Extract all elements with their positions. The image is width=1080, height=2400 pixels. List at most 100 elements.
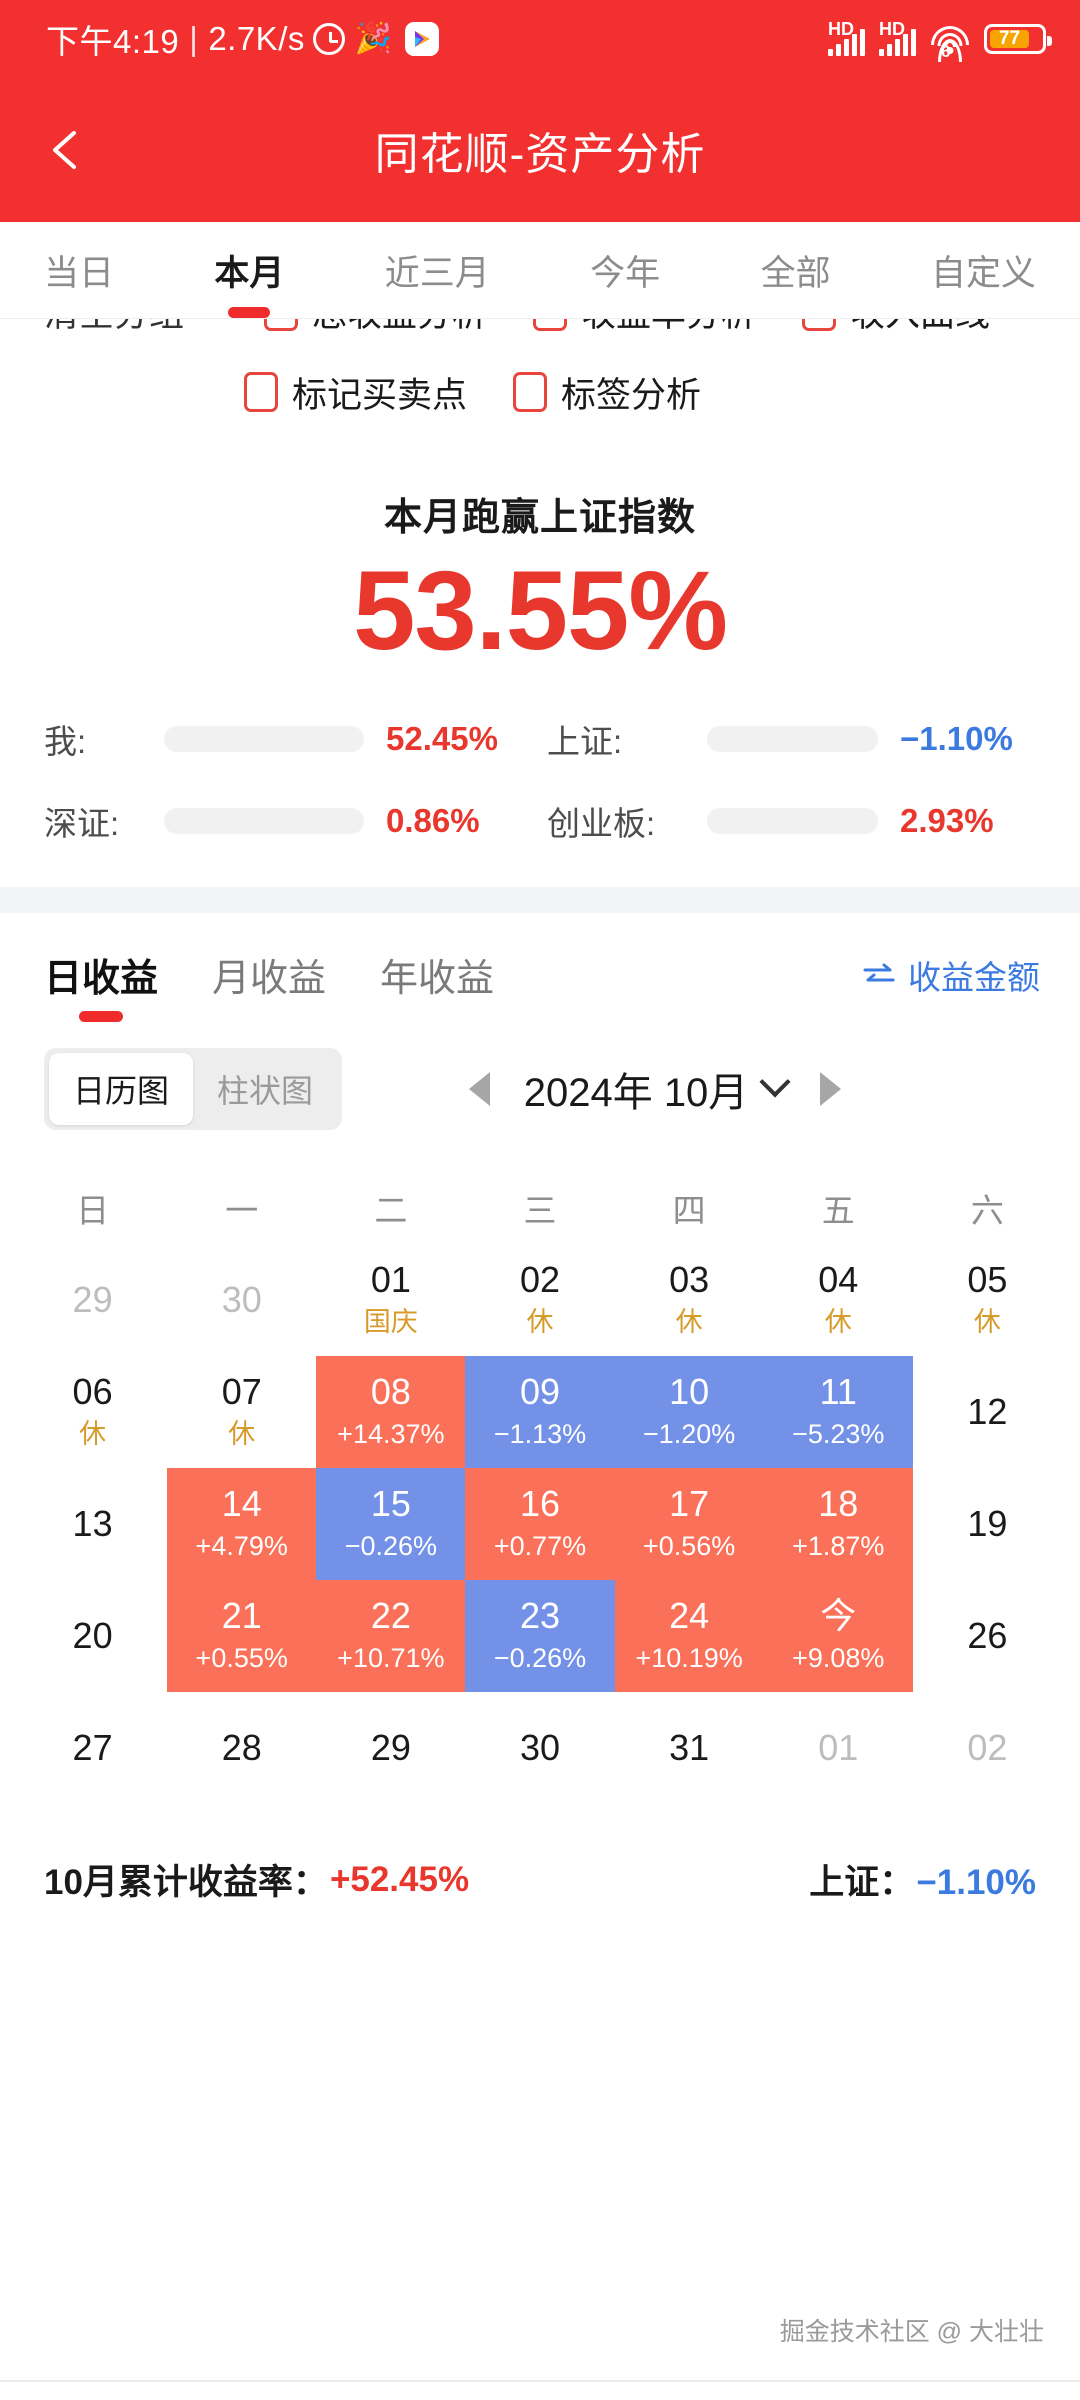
calendar-day-cell[interactable]: 12 (913, 1356, 1062, 1468)
calendar-day-number: 03 (669, 1259, 710, 1301)
tab-daily-income[interactable]: 日收益 (44, 947, 158, 1002)
filter-checkbox-total-profit[interactable]: 总收益分析 (263, 319, 487, 337)
comparison-row-sse: 上证: −1.10% (547, 715, 1050, 763)
tab-monthly-income[interactable]: 月收益 (212, 958, 327, 1000)
range-tab-3months[interactable]: 近三月 (384, 253, 490, 293)
back-button[interactable] (40, 123, 94, 177)
filter-checkbox-return-rate[interactable]: 收益率分析 (532, 319, 756, 337)
calendar-day-cell[interactable]: 04 休 (764, 1244, 913, 1356)
calendar-day-cell[interactable]: 31 (615, 1692, 764, 1804)
filter-checkbox-mark-trades[interactable]: 标记买卖点 (244, 367, 467, 418)
calendar-day-cell[interactable]: 29 (316, 1692, 465, 1804)
toggle-calendar-view[interactable]: 日历图 (49, 1053, 194, 1125)
calendar-day-cell[interactable]: 21 +0.55% (167, 1580, 317, 1692)
calendar-day-cell[interactable]: 05 休 (913, 1244, 1062, 1356)
checkbox-icon[interactable] (263, 319, 298, 331)
calendar-day-return: +0.77% (493, 1530, 587, 1561)
calendar-day-cell[interactable]: 22 +10.71% (316, 1580, 466, 1692)
calendar-day-cell[interactable]: 01 国庆 (316, 1244, 465, 1356)
calendar-day-cell[interactable]: 06 休 (18, 1356, 167, 1468)
calendar-day-return: +10.71% (337, 1642, 445, 1673)
view-toggle: 日历图 柱状图 (44, 1048, 343, 1130)
calendar-day-number: 01 (818, 1727, 859, 1769)
calendar-day-number: 27 (72, 1727, 113, 1769)
calendar-day-return: 国庆 (363, 1306, 418, 1337)
range-tab-today[interactable]: 当日 (44, 253, 115, 293)
calendar-day-cell[interactable]: 20 (18, 1580, 167, 1692)
calendar-day-cell[interactable]: 02 (913, 1692, 1062, 1804)
tab-yearly-income[interactable]: 年收益 (380, 958, 495, 1000)
status-bar-left: 下午4:19 | 2.7K/s 🎉 (46, 15, 439, 63)
calendar-day-cell[interactable]: 07 休 (167, 1356, 316, 1468)
video-app-icon (404, 22, 439, 56)
weekday-sun: 日 (76, 1192, 110, 1229)
comparison-grid: 我: 52.45% 上证: −1.10% 深证: 0.86% 创业板: (0, 691, 1080, 887)
calendar-day-cell[interactable]: 14 +4.79% (167, 1468, 317, 1580)
comparison-value: 0.86% (386, 802, 480, 839)
calendar-day-number: 24 (669, 1595, 710, 1637)
calendar-day-number: 18 (818, 1483, 859, 1525)
calendar-day-cell[interactable]: 26 (913, 1580, 1062, 1692)
calendar-day-number: 16 (519, 1483, 561, 1525)
triangle-right-icon[interactable] (820, 1072, 842, 1106)
calendar-day-cell[interactable]: 28 (167, 1692, 316, 1804)
calendar-day-return: 休 (824, 1306, 852, 1337)
hero-value: 53.55% (353, 548, 728, 673)
checkbox-icon[interactable] (244, 372, 278, 412)
calendar-day-cell[interactable]: 27 (18, 1692, 167, 1804)
page-title: 同花顺-资产分析 (374, 130, 706, 179)
calendar-day-cell[interactable]: 29 (18, 1244, 167, 1356)
range-tab-custom[interactable]: 自定义 (930, 253, 1036, 293)
calendar-day-return: 休 (675, 1306, 703, 1337)
signal-bars-icon-1: HD (828, 20, 865, 56)
triangle-left-icon[interactable] (468, 1072, 490, 1106)
calendar-day-return: +10.19% (635, 1642, 743, 1673)
checkbox-icon[interactable] (801, 319, 836, 331)
income-tab-bar: 日收益 月收益 年收益 收益金额 (0, 913, 1080, 1002)
calendar-day-number: 14 (221, 1483, 262, 1525)
calendar-day-cell[interactable]: 09 −1.13% (465, 1356, 615, 1468)
calendar-day-cell[interactable]: 24 +10.19% (614, 1580, 764, 1692)
battery-icon: 77 (984, 24, 1052, 54)
filter-label: 收入曲线 (850, 319, 990, 337)
comparison-value: 52.45% (386, 720, 498, 757)
calendar-day-cell[interactable]: 15 −0.26% (316, 1468, 466, 1580)
status-separator: | (189, 20, 199, 57)
calendar-day-number: 21 (221, 1595, 262, 1637)
summary-label: 10月累计收益率： (44, 1863, 328, 1902)
filter-checkbox-income-curve[interactable]: 收入曲线 (801, 319, 990, 337)
nav-bar: 同花顺-资产分析 (0, 78, 1080, 222)
calendar-day-return: 休 (526, 1306, 554, 1337)
filter-group-label: 清空分组 (44, 319, 264, 337)
range-tab-year[interactable]: 今年 (590, 253, 661, 293)
comparison-row-szse: 深证: 0.86% (44, 797, 547, 845)
calendar-day-cell[interactable]: 16 +0.77% (465, 1468, 615, 1580)
calendar-day-cell[interactable]: 今 +9.08% (763, 1580, 913, 1692)
month-selector[interactable]: 2024年 10月 (524, 1060, 791, 1118)
range-tab-month[interactable]: 本月 (214, 239, 284, 302)
calendar-day-cell[interactable]: 30 (167, 1244, 316, 1356)
calendar-day-cell[interactable]: 13 (18, 1468, 167, 1580)
calendar-day-return: −1.13% (493, 1418, 587, 1449)
filter-checkbox-tag-analysis[interactable]: 标签分析 (513, 367, 701, 418)
calendar-day-cell[interactable]: 18 +1.87% (763, 1468, 913, 1580)
checkbox-icon[interactable] (513, 372, 548, 412)
calendar-day-cell[interactable]: 19 (913, 1468, 1062, 1580)
calendar-day-cell[interactable]: 02 休 (465, 1244, 614, 1356)
calendar-day-cell[interactable]: 30 (465, 1692, 614, 1804)
calendar-day-cell[interactable]: 03 休 (615, 1244, 764, 1356)
comparison-row-me: 我: 52.45% (44, 715, 547, 763)
calendar-day-cell[interactable]: 10 −1.20% (614, 1356, 764, 1468)
calendar-day-cell[interactable]: 11 −5.23% (763, 1356, 913, 1468)
range-tab-all[interactable]: 全部 (760, 253, 831, 293)
calendar-day-cell[interactable]: 23 −0.26% (465, 1580, 615, 1692)
calendar-day-cell[interactable]: 01 (764, 1692, 913, 1804)
calendar: 日 一 二 三 四 五 六 29 30 01 国庆 02 休 03 休 04 休 05 休 06 休 07 休… (0, 1172, 1080, 1804)
checkbox-icon[interactable] (532, 319, 567, 331)
calendar-day-return: +1.87% (792, 1530, 885, 1561)
toggle-bar-view[interactable]: 柱状图 (217, 1073, 314, 1109)
filter-panel: 清空分组 总收益分析 收益率分析 收入曲线 标记买卖点 (0, 318, 1080, 440)
income-amount-switch[interactable]: 收益金额 (862, 951, 1040, 999)
calendar-day-cell[interactable]: 08 +14.37% (316, 1356, 466, 1468)
calendar-day-cell[interactable]: 17 +0.56% (614, 1468, 764, 1580)
